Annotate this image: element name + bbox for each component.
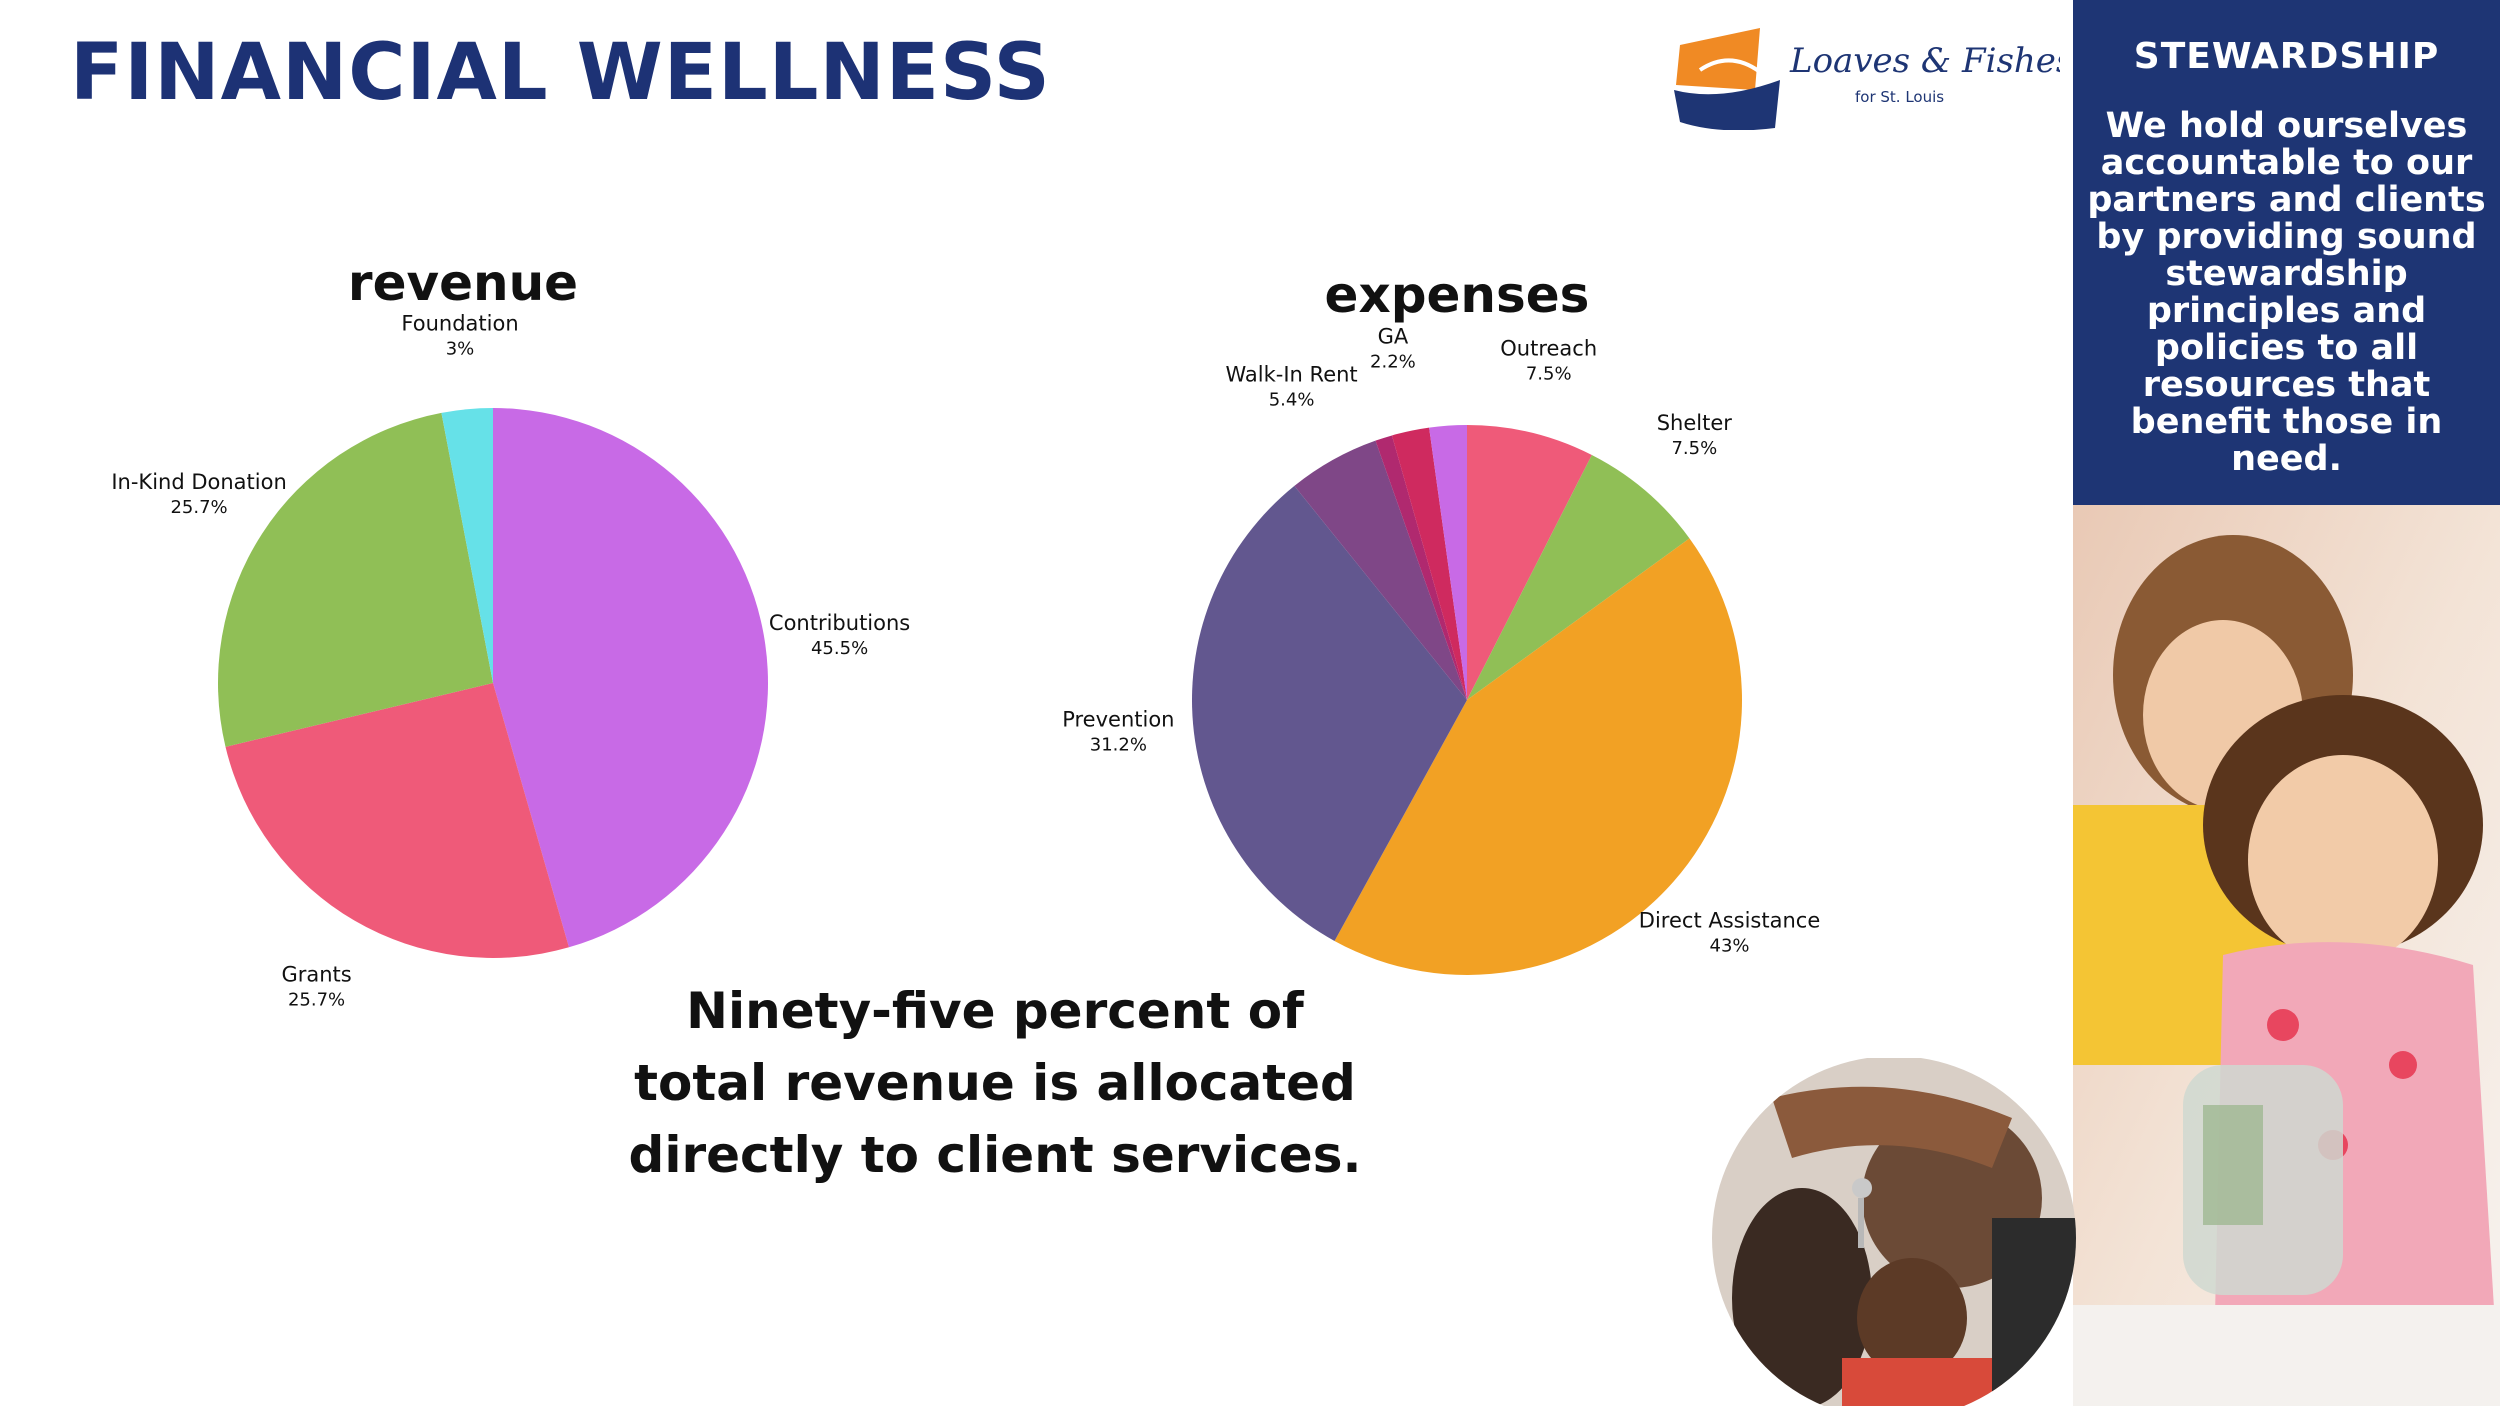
logo-fish-mark (1698, 58, 1762, 74)
pie-slice-unlabeled-5 (1375, 435, 1467, 700)
pie-slice-grants (225, 683, 569, 958)
allocation-statement: Ninety-five percent of total revenue is … (600, 975, 1390, 1191)
revenue-pie-chart: revenue Contributions 45.5% Grants 25.7% In-… (111, 254, 910, 1010)
statement-line: Ninety-five percent of (686, 982, 1304, 1040)
statement-line: directly to client services. (628, 1126, 1362, 1184)
slice-label: Contributions (769, 611, 910, 635)
slice-percent: 25.7% (170, 497, 227, 518)
children-money-jar-photo (2073, 505, 2500, 1406)
slice-label: Shelter (1657, 411, 1733, 435)
pie-slice-contributions (493, 408, 768, 948)
pie-slice-in-kind-donation (218, 412, 493, 747)
pie-slice-unlabeled-7 (1429, 425, 1467, 700)
slice-label: In-Kind Donation (111, 470, 286, 494)
slice-label: Outreach (1500, 337, 1597, 361)
logo-hull-navy (1674, 80, 1780, 130)
stewardship-heading: STEWARDSHIP (2133, 36, 2440, 77)
revenue-chart-title: revenue (348, 254, 578, 312)
logo-sail-orange (1676, 28, 1760, 90)
loaves-and-fishes-logo: Loaves & Fishes for St. Louis (1674, 28, 2060, 130)
slice-percent: 45.5% (811, 638, 868, 659)
pie-slice-shelter (1467, 454, 1690, 700)
pie-slice-direct-assistance (1334, 538, 1742, 975)
slice-percent: 5.4% (1269, 390, 1315, 411)
slice-percent: 7.5% (1526, 364, 1572, 385)
page-title: FINANCIAL WELLNESS (70, 28, 1051, 118)
statement-line: total revenue is allocated (634, 1054, 1356, 1112)
logo-text: Loaves & Fishes (1789, 41, 2060, 81)
pie-slice-outreach (1467, 425, 1592, 700)
pie-slice-prevention (1192, 485, 1467, 941)
family-keys-photo (1712, 1058, 2076, 1406)
slice-percent: 3% (446, 339, 475, 360)
expenses-chart-title: expenses (1325, 266, 1590, 324)
slice-label: Prevention (1062, 708, 1174, 732)
stewardship-text: We hold ourselves accountable to our par… (2087, 106, 2486, 479)
stewardship-panel: STEWARDSHIP We hold ourselves accountabl… (2073, 0, 2500, 505)
slice-label: Grants (281, 962, 351, 986)
expenses-pie-chart: expenses Outreach 7.5% Shelter 7.5% Direct A… (1062, 266, 1820, 975)
slice-percent: 25.7% (288, 989, 345, 1010)
slice-percent: 2.2% (1370, 352, 1416, 373)
slice-percent: 7.5% (1671, 438, 1717, 459)
pie-slice-ga (1391, 427, 1467, 700)
slice-label: GA (1378, 325, 1409, 349)
slice-label: Walk-In Rent (1226, 363, 1358, 387)
pie-slice-walk-in-rent (1294, 440, 1467, 700)
slice-label: Foundation (401, 312, 518, 336)
slice-percent: 31.2% (1090, 735, 1147, 756)
slice-label: Direct Assistance (1639, 908, 1820, 932)
logo-subtext: for St. Louis (1855, 88, 1944, 106)
slice-percent: 43% (1710, 935, 1750, 956)
pie-slice-foundation (441, 408, 493, 683)
